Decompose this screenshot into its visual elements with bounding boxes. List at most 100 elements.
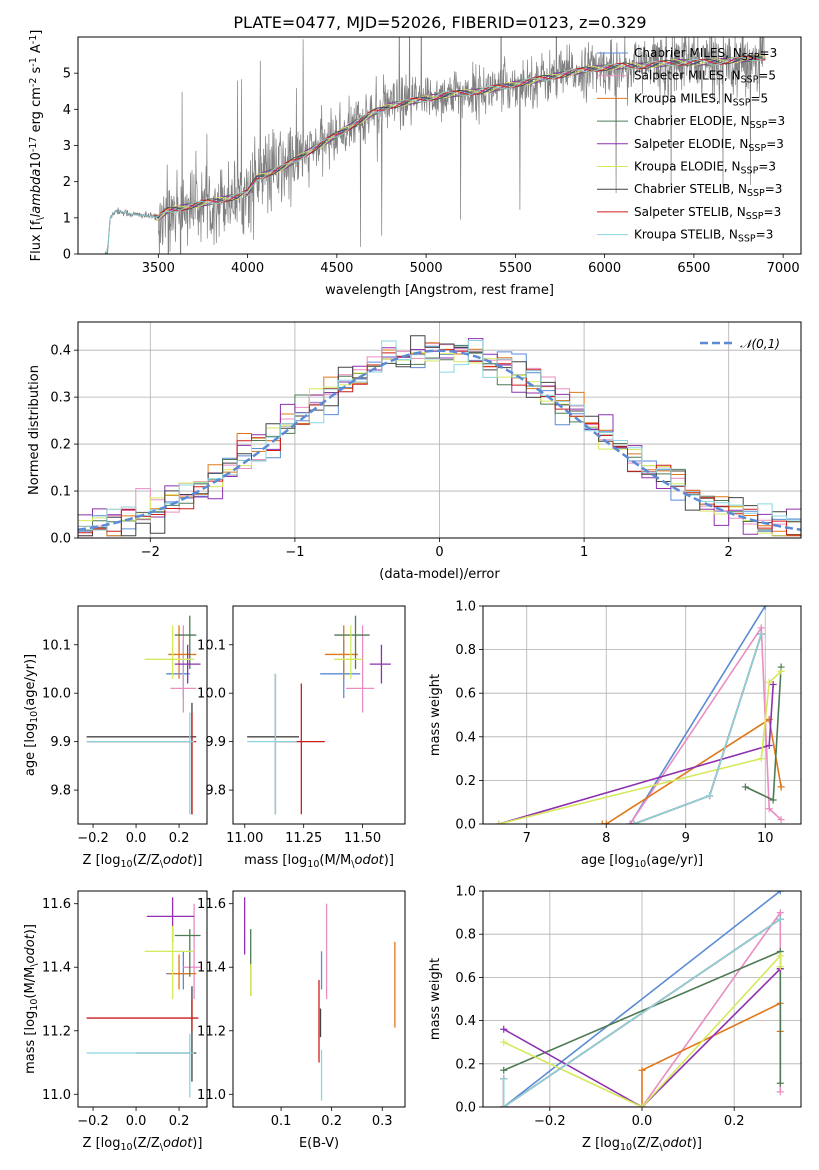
- y-tick-label: 10.1: [42, 638, 71, 653]
- y-axis-label: mass [log10(M/M\odot)]: [23, 924, 40, 1074]
- x-tick-label: 0.3: [372, 1114, 393, 1129]
- y-tick-label: 0.6: [455, 971, 476, 986]
- histogram-step: [78, 340, 801, 538]
- plot-area-age-vs-z: [86, 615, 201, 815]
- plot-area-mass-weight-vs-z: [500, 891, 784, 1107]
- legend: Chabrier MILES, NSSP=3 Salpeter MILES, NS…: [597, 46, 785, 244]
- y-tick-label: 4: [63, 103, 71, 118]
- x-tick-label: 6500: [677, 261, 710, 276]
- x-tick-label: −0.2: [534, 1114, 566, 1129]
- x-tick-label: −2: [141, 545, 160, 560]
- y-tick-label: 10.1: [197, 638, 226, 653]
- y-axis-label: Flux [f\lambda10-17 erg cm-2 s-1 A-1]: [28, 30, 46, 262]
- plot-area-mass-vs-z: [86, 897, 201, 1098]
- legend-label: Chabrier ELODIE, NSSP=3: [634, 114, 785, 131]
- y-tick-label: 11.6: [197, 897, 226, 912]
- y-tick-label: 0.0: [50, 532, 71, 547]
- weight-line: [633, 634, 763, 824]
- weight-line: [641, 1002, 782, 1107]
- x-tick-label: 0: [435, 545, 443, 560]
- y-tick-label: 0.2: [50, 438, 71, 453]
- y-tick-label: 0.3: [50, 391, 71, 406]
- x-tick-label: 2: [725, 545, 733, 560]
- y-tick-label: 9.9: [50, 735, 71, 750]
- y-tick-label: 0.2: [455, 774, 476, 789]
- weight-line: [503, 968, 781, 1107]
- y-tick-label: 0.6: [455, 687, 476, 702]
- x-tick-label: 11.25: [285, 831, 322, 846]
- x-tick-label: 0.1: [271, 1114, 292, 1129]
- x-tick-label: −1: [285, 545, 304, 560]
- y-tick-label: 9.8: [50, 784, 71, 799]
- x-axis-label: Z [log10(Z/Z\odot)]: [83, 1136, 203, 1153]
- x-tick-label: 11.00: [226, 831, 263, 846]
- weight-point: [602, 820, 610, 824]
- axes-frame: [232, 890, 406, 1108]
- y-tick-label: 3: [63, 139, 71, 154]
- chart-spectrum: Chabrier MILES, NSSP=3 Salpeter MILES, NS…: [28, 30, 802, 298]
- x-axis-label: E(B-V): [299, 1136, 339, 1151]
- weight-point: [630, 820, 638, 824]
- axes-frame: [232, 605, 406, 825]
- y-tick-label: 0.0: [455, 818, 476, 833]
- y-tick-label: 0.8: [455, 643, 476, 658]
- weight-point: [495, 820, 503, 824]
- x-axis-label: wavelength [Angstrom, rest frame]: [325, 283, 554, 298]
- legend-label: 𝒩(0,1): [740, 337, 780, 351]
- y-axis-label: mass weight: [428, 958, 443, 1040]
- y-tick-label: 1.0: [455, 600, 476, 615]
- y-tick-label: 1.0: [455, 885, 476, 900]
- weight-point: [706, 792, 714, 800]
- y-tick-label: 11.4: [197, 961, 226, 976]
- y-tick-label: 10.0: [42, 687, 71, 702]
- plot-area-spectrum: [104, 37, 766, 254]
- x-tick-label: 5500: [499, 261, 532, 276]
- model-spectrum-line: [154, 54, 766, 219]
- weight-point: [638, 1103, 646, 1107]
- weight-point: [741, 783, 749, 791]
- plot-area-mass-weight-vs-age: [495, 606, 785, 824]
- x-tick-label: 0.2: [321, 1114, 342, 1129]
- x-tick-label: 6000: [588, 261, 621, 276]
- x-tick-label: 8: [602, 831, 610, 846]
- legend-label: Chabrier STELIB, NSSP=3: [634, 182, 782, 199]
- plot-area-mass-vs-ebv: [243, 897, 396, 1101]
- legend-label: Salpeter MILES, NSSP=5: [634, 69, 776, 86]
- weight-point: [500, 1066, 508, 1074]
- weight-line: [498, 684, 774, 824]
- y-axis-label: age [log10(age/yr)]: [23, 654, 40, 776]
- y-tick-label: 5: [63, 67, 71, 82]
- weight-point: [769, 796, 777, 804]
- model-spectrum-line: [154, 54, 766, 221]
- weight-point: [500, 1075, 508, 1083]
- weight-line: [503, 953, 782, 1107]
- x-tick-label: 5000: [410, 261, 443, 276]
- y-tick-label: 9.8: [205, 784, 226, 799]
- x-axis-label: age [log10(age/yr)]: [581, 853, 703, 870]
- legend: 𝒩(0,1): [700, 337, 780, 351]
- weight-point: [765, 678, 773, 686]
- weight-point: [765, 742, 773, 750]
- x-tick-label: 4000: [231, 261, 264, 276]
- weight-point: [757, 630, 765, 638]
- chart-age-vs-mass: 11.00 11.25 11.50 9.8 9.9 10.0 10.1 mass [log10…: [197, 605, 406, 870]
- x-tick-label: 0.2: [724, 1114, 745, 1129]
- y-axis-label: mass weight: [428, 674, 443, 756]
- weight-point: [761, 606, 769, 610]
- y-tick-label: 0.8: [455, 928, 476, 943]
- y-tick-label: 0.4: [455, 730, 476, 745]
- weight-point: [776, 1079, 784, 1087]
- weight-line: [633, 634, 763, 824]
- weight-line: [503, 891, 781, 1107]
- legend-label: Chabrier MILES, NSSP=3: [634, 46, 777, 63]
- legend-label: Salpeter ELODIE, NSSP=3: [634, 137, 784, 154]
- weight-point: [598, 820, 606, 824]
- y-tick-label: 11.6: [42, 897, 71, 912]
- x-tick-label: 0.0: [126, 831, 147, 846]
- model-spectrum-line: [154, 53, 766, 222]
- y-tick-label: 0: [63, 248, 71, 263]
- x-tick-label: 0.0: [632, 1114, 653, 1129]
- chart-residual-histogram: 𝒩(0,1) −2 −1 0 1 2 0.0 0.1 0.2 0.3 0.4 (data-model)…: [27, 321, 802, 582]
- x-tick-label: 3500: [142, 261, 175, 276]
- gaussian-reference-line: [78, 349, 801, 532]
